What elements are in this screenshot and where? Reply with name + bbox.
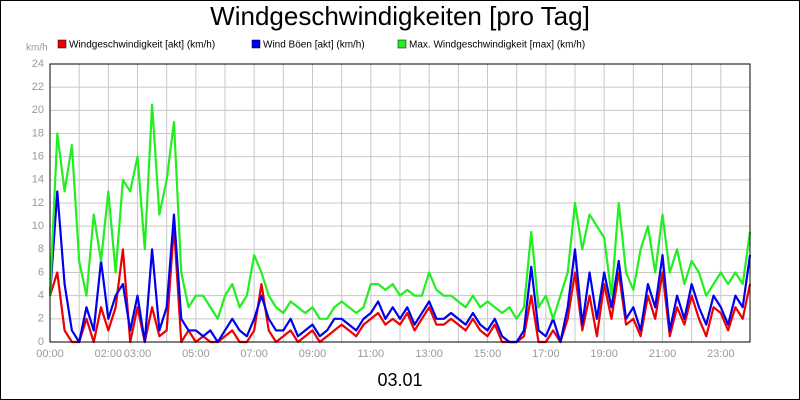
legend-swatch	[397, 39, 407, 49]
y-tick-label: 4	[38, 290, 44, 302]
y-tick-label: 16	[32, 151, 44, 163]
legend-swatch	[251, 39, 261, 49]
x-axis-label: 03.01	[377, 370, 422, 390]
y-tick-label: 18	[32, 127, 44, 139]
x-tick-label: 03:00	[124, 348, 152, 360]
y-tick-label: 6	[38, 266, 44, 278]
y-tick-label: 14	[32, 174, 44, 186]
x-tick-label: 05:00	[182, 348, 210, 360]
x-tick-label: 09:00	[299, 348, 327, 360]
y-tick-label: 0	[38, 336, 44, 348]
plot	[48, 103, 752, 344]
x-tick-label: 17:00	[532, 348, 560, 360]
y-tick-label: 12	[32, 197, 44, 209]
x-tick-label: 00:00	[36, 348, 64, 360]
series-line	[48, 190, 752, 344]
y-tick-label: 22	[32, 81, 44, 93]
y-axis-label: km/h	[26, 43, 48, 54]
legend-swatch	[57, 39, 67, 49]
legend-label: Max. Windgeschwindigkeit [max] (km/h)	[409, 40, 585, 51]
x-tick-label: 13:00	[415, 348, 443, 360]
legend-label: Windgeschwindigkeit [akt] (km/h)	[69, 40, 215, 51]
y-tick-label: 24	[32, 58, 44, 70]
series-line	[48, 103, 752, 320]
legend-label: Wind Böen [akt] (km/h)	[263, 40, 365, 51]
plot-border	[49, 63, 751, 343]
x-tick-label: 15:00	[474, 348, 502, 360]
y-tick-label: 10	[32, 220, 44, 232]
y-tick-label: 2	[38, 313, 44, 325]
x-tick-label: 11:00	[357, 348, 384, 360]
chart-title: Windgeschwindigkeiten [pro Tag]	[210, 1, 590, 31]
x-tick-label: 23:00	[707, 348, 735, 360]
x-tick-label: 07:00	[240, 348, 268, 360]
x-tick-label: 19:00	[590, 348, 618, 360]
y-tick-label: 8	[38, 243, 44, 255]
x-tick-label: 02:00	[95, 348, 123, 360]
x-tick-label: 21:00	[649, 348, 677, 360]
legend: Windgeschwindigkeit [akt] (km/h) Wind Böe…	[57, 39, 585, 51]
y-tick-label: 20	[32, 104, 44, 116]
series-line	[48, 225, 752, 344]
